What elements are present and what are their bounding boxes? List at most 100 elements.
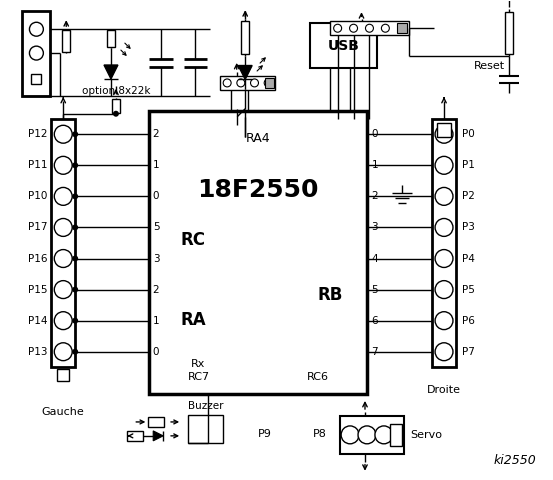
Text: 6: 6	[372, 316, 378, 325]
Circle shape	[349, 24, 358, 32]
Text: RC: RC	[181, 231, 206, 249]
Circle shape	[72, 349, 78, 355]
Text: ki2550: ki2550	[494, 454, 536, 467]
Circle shape	[54, 343, 72, 360]
Circle shape	[72, 255, 78, 262]
Text: Rx: Rx	[191, 359, 206, 369]
Circle shape	[54, 312, 72, 330]
Text: option 8x22k: option 8x22k	[82, 86, 150, 96]
Text: P6: P6	[462, 316, 475, 325]
Text: RA4: RA4	[246, 132, 270, 145]
Text: 3: 3	[372, 222, 378, 232]
Bar	[390, 424, 402, 446]
Text: P1: P1	[462, 160, 475, 170]
Text: 0: 0	[372, 129, 378, 139]
Text: P15: P15	[28, 285, 48, 295]
Circle shape	[435, 312, 453, 330]
Text: Buzzer: Buzzer	[187, 401, 223, 411]
Bar	[188, 415, 223, 443]
Text: 2: 2	[372, 192, 378, 202]
Bar	[432, 119, 456, 367]
Bar	[58, 369, 69, 381]
Text: P0: P0	[462, 129, 474, 139]
Circle shape	[435, 343, 453, 360]
Circle shape	[113, 111, 119, 117]
Polygon shape	[153, 431, 163, 441]
Bar	[437, 123, 451, 137]
Circle shape	[264, 79, 272, 87]
Bar	[62, 30, 70, 52]
Circle shape	[72, 131, 78, 137]
Text: P5: P5	[462, 285, 475, 295]
Text: RB: RB	[317, 286, 342, 304]
Text: RC7: RC7	[187, 372, 210, 382]
Circle shape	[435, 187, 453, 205]
Bar	[241, 21, 249, 54]
Text: P4: P4	[462, 253, 475, 264]
Bar	[148, 417, 164, 427]
Circle shape	[54, 125, 72, 143]
Circle shape	[72, 193, 78, 199]
Circle shape	[29, 22, 43, 36]
Circle shape	[54, 187, 72, 205]
Text: P10: P10	[28, 192, 48, 202]
Circle shape	[435, 281, 453, 299]
Bar	[149, 111, 368, 394]
Circle shape	[29, 46, 43, 60]
Bar	[330, 21, 409, 35]
Text: P2: P2	[462, 192, 475, 202]
Bar	[340, 416, 404, 454]
Text: 5: 5	[153, 222, 159, 232]
Text: P7: P7	[462, 347, 475, 357]
Circle shape	[72, 318, 78, 324]
Bar	[112, 98, 120, 113]
Text: Servo: Servo	[410, 430, 442, 440]
Text: 4: 4	[372, 253, 378, 264]
Bar	[23, 12, 50, 96]
Circle shape	[54, 281, 72, 299]
Circle shape	[358, 426, 376, 444]
Text: P17: P17	[28, 222, 48, 232]
Circle shape	[72, 162, 78, 168]
Circle shape	[54, 250, 72, 267]
Text: 1: 1	[153, 316, 159, 325]
Circle shape	[341, 426, 359, 444]
Text: Droite: Droite	[427, 385, 461, 395]
Circle shape	[72, 225, 78, 230]
Bar	[397, 23, 407, 33]
Circle shape	[237, 79, 245, 87]
Circle shape	[435, 218, 453, 236]
Polygon shape	[104, 65, 118, 79]
Text: P11: P11	[28, 160, 48, 170]
Bar	[220, 76, 275, 90]
Polygon shape	[238, 65, 252, 79]
Circle shape	[54, 218, 72, 236]
Bar	[265, 78, 274, 88]
Text: P9: P9	[258, 429, 272, 439]
Text: 3: 3	[153, 253, 159, 264]
Circle shape	[435, 156, 453, 174]
Bar	[310, 23, 377, 68]
Text: Reset: Reset	[473, 61, 505, 71]
Circle shape	[435, 125, 453, 143]
Bar	[505, 12, 513, 54]
Text: 0: 0	[153, 347, 159, 357]
Text: 0: 0	[153, 192, 159, 202]
Text: P13: P13	[28, 347, 48, 357]
Text: 5: 5	[372, 285, 378, 295]
Circle shape	[382, 24, 389, 32]
Text: P12: P12	[28, 129, 48, 139]
Circle shape	[72, 287, 78, 293]
Circle shape	[54, 156, 72, 174]
Text: RC6: RC6	[307, 372, 329, 382]
Bar	[32, 74, 41, 84]
Text: 7: 7	[372, 347, 378, 357]
Text: P14: P14	[28, 316, 48, 325]
Bar	[107, 30, 115, 47]
Text: P8: P8	[313, 429, 327, 439]
Bar	[127, 431, 143, 441]
Text: 1: 1	[372, 160, 378, 170]
Circle shape	[375, 426, 393, 444]
Text: 18F2550: 18F2550	[197, 178, 319, 202]
Circle shape	[366, 24, 373, 32]
